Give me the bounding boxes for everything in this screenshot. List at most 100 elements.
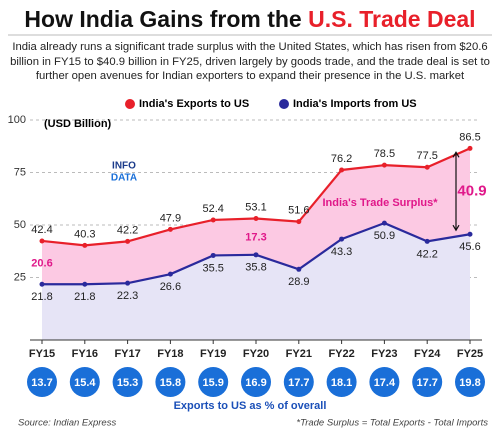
data-label: 51.6 [288,205,309,217]
data-label: 50.9 [374,230,395,242]
surplus-value: 17.3 [245,232,266,244]
share-circle [27,367,57,397]
point [210,217,216,223]
point [381,162,387,168]
legend-box [120,95,380,113]
x-tick-label: FY18 [157,348,183,360]
share-circle [241,367,271,397]
point [467,145,473,151]
share-circle [369,367,400,397]
share-caption: Exports to US as % of overall [174,400,327,412]
legend-marker [279,99,289,109]
share-label: 15.4 [74,377,96,389]
share-label: 18.1 [331,377,352,389]
share-label: 17.4 [374,377,396,389]
share-label: 13.7 [31,377,52,389]
point [82,281,88,287]
data-label: 28.9 [288,276,309,288]
surplus-value: 20.6 [31,257,52,269]
data-label: 42.2 [416,248,437,260]
x-tick-label: FY21 [286,348,312,360]
y-tick-label: 50 [14,219,26,231]
legend-label: India's Imports from US [293,98,417,110]
point [339,167,345,173]
point [167,226,173,232]
point [467,231,473,237]
data-label: 26.6 [160,281,181,293]
data-label: 22.3 [117,290,138,302]
share-circle [112,367,143,397]
share-circle [198,367,229,397]
x-tick-label: FY19 [200,348,226,360]
logo-line: INFO [112,161,136,172]
arrow-head [452,151,460,232]
data-label: 42.4 [31,224,52,236]
data-label: 47.9 [160,212,181,224]
point [339,236,345,242]
share-circle [155,367,186,397]
source: Source: Indian Express [18,418,116,429]
share-label: 17.7 [416,377,437,389]
surplus-area [42,148,470,285]
x-tick-label: FY23 [371,348,397,360]
data-label: 86.5 [459,131,480,143]
share-label: 16.9 [245,377,266,389]
share-circle [69,367,100,397]
x-tick-label: FY25 [457,348,483,360]
imports-area [42,223,470,340]
point [381,220,387,226]
chart-title: How India Gains from the U.S. Trade Deal [24,6,475,32]
footnote: *Trade Surplus = Total Exports - Total I… [296,418,488,429]
x-tick-label: FY16 [72,348,98,360]
logo-line: DATA [111,173,137,184]
subtitle: India already runs a significant trade s… [10,41,490,82]
point [167,271,173,277]
legend-marker [125,99,135,109]
point [296,219,302,225]
x-tick-label: FY22 [328,348,354,360]
point [253,215,259,221]
x-tick-label: FY15 [29,348,55,360]
data-label: 35.8 [245,262,266,274]
share-label: 15.9 [202,377,223,389]
data-label: 21.8 [31,291,52,303]
data-label: 52.4 [202,203,223,215]
data-label: 21.8 [74,291,95,303]
y-tick-label: 25 [14,271,26,283]
share-circle [283,367,314,397]
data-label: 42.2 [117,224,138,236]
data-label: 40.3 [74,228,95,240]
title-part: How India Gains from the [24,6,301,32]
y-axis-label: (USD Billion) [44,118,112,130]
data-label: 78.5 [374,148,395,160]
point [424,238,430,244]
data-label: 43.3 [331,246,352,258]
legend-label: India's Exports to US [139,98,249,110]
point [424,164,430,170]
share-circle [412,367,443,397]
y-tick-label: 100 [8,114,26,126]
surplus-label: India's Trade Surplus* [322,197,438,209]
point [39,281,45,287]
point [125,238,131,244]
title-highlight: U.S. Trade Deal [308,6,475,32]
data-label: 53.1 [245,201,266,213]
x-tick-label: FY17 [114,348,140,360]
point [82,242,88,248]
data-label: 35.5 [202,262,223,274]
x-tick-label: FY20 [243,348,269,360]
share-label: 15.8 [160,377,181,389]
share-label: 19.8 [459,377,480,389]
share-circle [326,367,357,397]
share-label: 15.3 [117,377,138,389]
share-label: 17.7 [288,377,309,389]
share-circle [455,367,485,397]
data-label: 45.6 [459,241,480,253]
y-tick-label: 75 [14,166,26,178]
surplus-value: 40.9 [457,182,486,199]
point [253,252,259,258]
point [39,238,45,244]
data-label: 77.5 [416,150,437,162]
point [296,266,302,272]
